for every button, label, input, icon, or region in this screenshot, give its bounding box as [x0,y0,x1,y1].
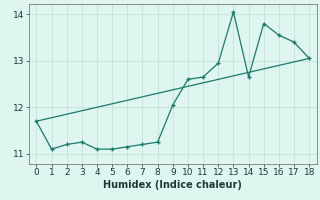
X-axis label: Humidex (Indice chaleur): Humidex (Indice chaleur) [103,180,242,190]
